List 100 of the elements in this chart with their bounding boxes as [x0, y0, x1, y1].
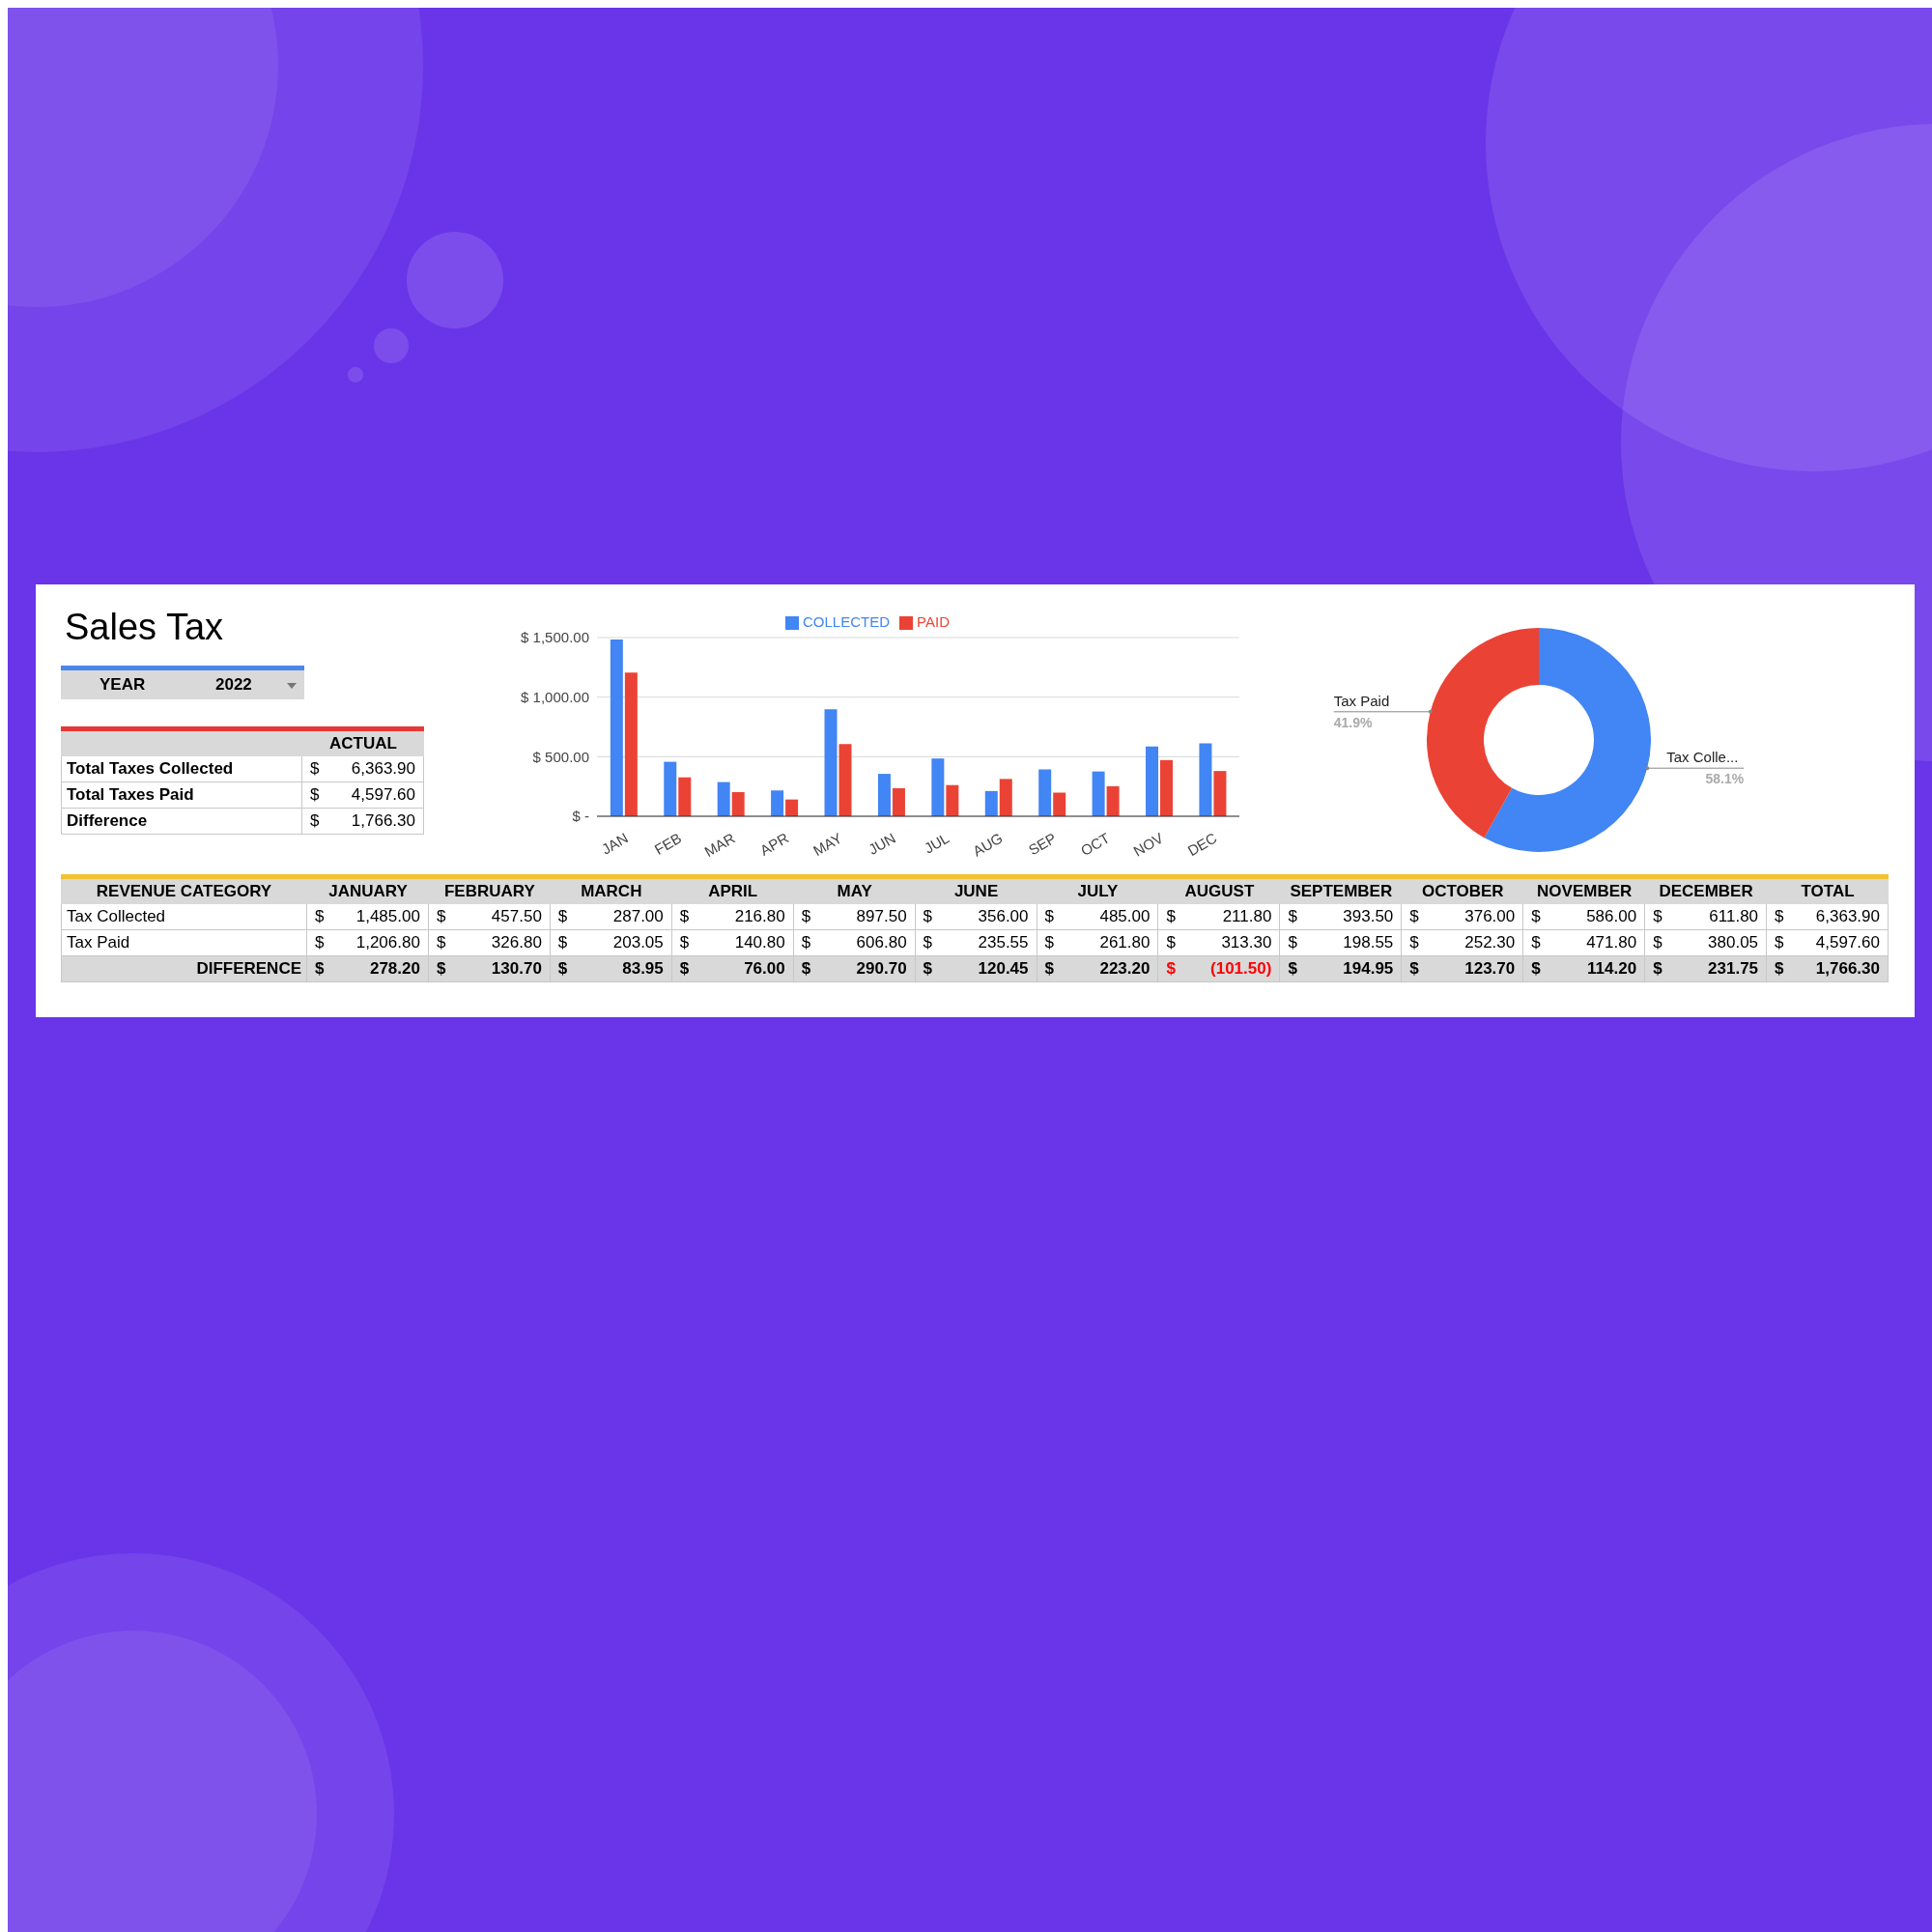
data-label: 1,766.30 — [351, 810, 415, 832]
data-label: 278.20 — [369, 958, 420, 980]
text: $ — [1531, 907, 1541, 925]
data-label: 356.00 — [978, 906, 1029, 927]
category-label: JUNE — [952, 882, 1000, 901]
text: $ — [679, 933, 690, 952]
data-label: 471.80 — [1586, 932, 1637, 953]
slice-label: Tax Paid — [1333, 692, 1390, 709]
x-tick-label: AUG — [970, 829, 1006, 860]
text: $ — [1166, 933, 1176, 952]
data-label: 83.95 — [622, 958, 664, 980]
data-label: 120.45 — [978, 958, 1029, 980]
text: $ — [315, 959, 325, 978]
bar — [892, 787, 905, 816]
x-tick-label: SEP — [1025, 829, 1060, 859]
category-label: TOTAL — [1800, 882, 1856, 901]
x-tick-label: FEB — [651, 829, 685, 858]
data-label: 1,206.80 — [355, 932, 420, 953]
series-label: Difference — [61, 809, 302, 834]
text: $ — [310, 758, 320, 780]
series-label: DIFFERENCE — [61, 956, 307, 981]
category-label: NOVEMBER — [1536, 882, 1634, 901]
bar — [1160, 759, 1174, 816]
donut-slice — [1484, 628, 1651, 852]
x-tick-label: JUN — [866, 829, 898, 858]
category-label: ACTUAL — [328, 734, 398, 753]
data-label: 252.30 — [1464, 932, 1516, 953]
category-label: MARCH — [580, 882, 643, 901]
data-label: 485.00 — [1099, 906, 1151, 927]
text: $ — [1288, 933, 1297, 952]
bar — [946, 784, 959, 816]
series-label: Total Taxes Collected — [61, 756, 302, 781]
text: $ — [1409, 907, 1419, 925]
text: $ — [1288, 907, 1297, 925]
legend-label: COLLECTED — [803, 613, 891, 630]
category-label: MAY — [836, 882, 873, 901]
data-label: 123.70 — [1464, 958, 1516, 980]
data-label: 203.05 — [612, 932, 664, 953]
bar — [771, 790, 784, 816]
category-label: SEPTEMBER — [1289, 882, 1394, 901]
text: $ — [1044, 933, 1054, 952]
text: $ — [679, 959, 690, 978]
text: 2022 — [215, 675, 252, 695]
text: $ — [801, 907, 811, 925]
bar — [824, 709, 838, 816]
text: $ — [1288, 959, 1297, 978]
category-label: JULY — [1076, 882, 1120, 901]
data-label: 6,363.90 — [351, 758, 415, 780]
category-label: DECEMBER — [1658, 882, 1754, 901]
text: $ — [315, 933, 325, 952]
data-label: 216.80 — [734, 906, 785, 927]
text: $ — [1653, 907, 1662, 925]
slice-label: Tax Colle... — [1666, 749, 1739, 766]
data-label: 6,363.90 — [1815, 906, 1880, 927]
data-label: 114.20 — [1587, 958, 1637, 980]
bar — [731, 791, 745, 816]
legend-label: PAID — [917, 613, 950, 630]
x-tick-label: OCT — [1077, 829, 1113, 860]
text: $ — [923, 959, 933, 978]
data-label: 4,597.60 — [351, 784, 415, 806]
text: $ — [557, 959, 568, 978]
data-label: 586.00 — [1586, 906, 1637, 927]
data-label: 198.55 — [1343, 932, 1394, 953]
text: $ — [1044, 907, 1054, 925]
category-label: AUGUST — [1183, 882, 1256, 901]
data-label: 290.70 — [856, 958, 907, 980]
bar — [717, 781, 730, 816]
text: Sales Tax — [65, 607, 225, 648]
data-label: 326.80 — [491, 932, 542, 953]
data-label: 194.95 — [1343, 958, 1394, 980]
text: $ — [679, 907, 690, 925]
category-label: JANUARY — [327, 882, 409, 901]
x-tick-label: APR — [756, 829, 792, 859]
bar — [931, 758, 945, 816]
data-label: 380.05 — [1708, 932, 1759, 953]
data-label: 376.00 — [1464, 906, 1516, 927]
data-label: 1,766.30 — [1815, 958, 1880, 980]
category-label: APRIL — [707, 882, 759, 901]
text: $ — [436, 933, 446, 952]
text: $ — [923, 933, 933, 952]
text: $ — [1409, 933, 1419, 952]
text: $ — [557, 933, 568, 952]
text: $ — [801, 933, 811, 952]
bar — [999, 779, 1012, 816]
category-label: FEBRUARY — [442, 882, 536, 901]
x-tick-label: NOV — [1130, 829, 1166, 860]
text: $ — [801, 959, 811, 978]
bar — [838, 744, 852, 816]
series-label: Tax Collected — [61, 904, 307, 929]
donut-slice — [1427, 628, 1539, 838]
data-label: 211.80 — [1222, 906, 1272, 927]
bar — [1106, 785, 1120, 816]
data-label: 130.70 — [491, 958, 542, 980]
text: $ — [1409, 959, 1419, 978]
bar — [1146, 746, 1159, 816]
text: $ — [1775, 907, 1784, 925]
text: $ — [1531, 959, 1541, 978]
y-tick-label: $ 1,500.00 — [521, 629, 589, 646]
bar — [1038, 769, 1052, 816]
text: YEAR — [99, 675, 147, 695]
